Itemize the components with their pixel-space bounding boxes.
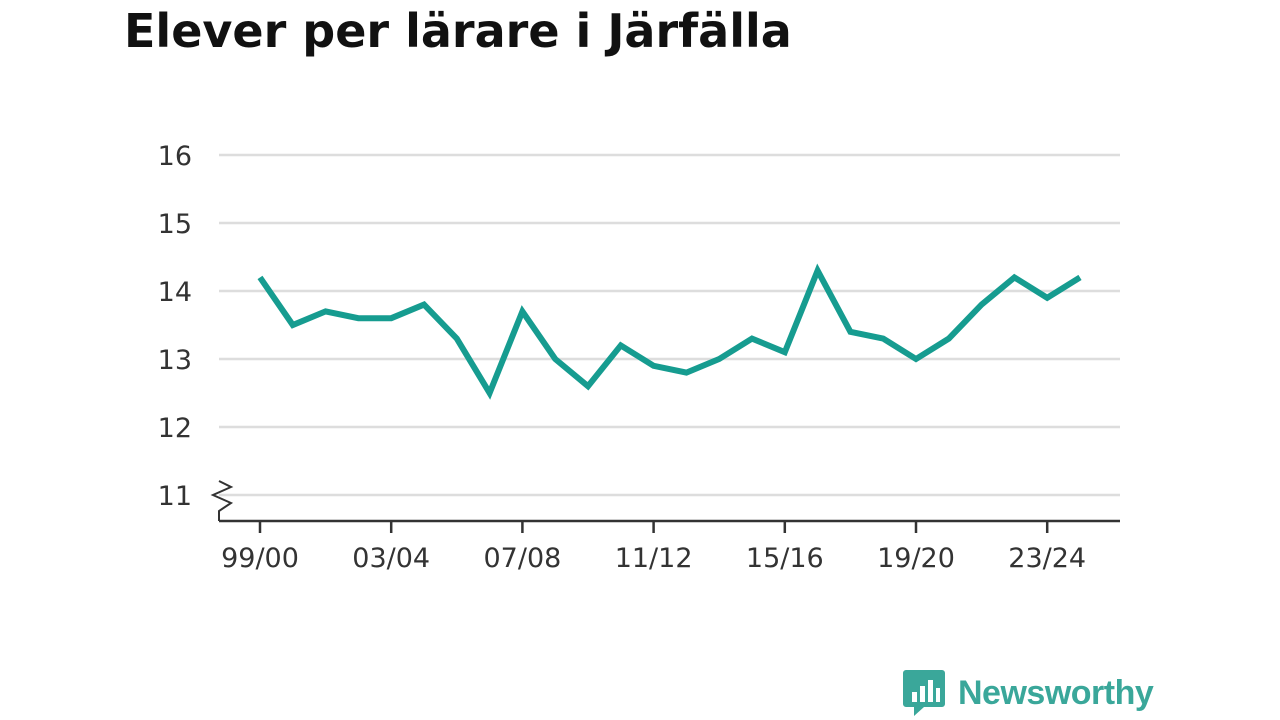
y-tick-label: 16 xyxy=(158,141,192,172)
y-tick-label: 14 xyxy=(158,277,192,308)
chart-title: Elever per lärare i Järfälla xyxy=(124,4,792,58)
y-tick-label: 15 xyxy=(158,209,192,240)
newsworthy-logo-icon xyxy=(903,670,945,716)
x-axis xyxy=(219,519,1120,533)
x-tick-label: 99/00 xyxy=(221,543,299,574)
gridlines xyxy=(210,153,1120,521)
x-tick-label: 23/24 xyxy=(1008,543,1086,574)
x-tick-label: 07/08 xyxy=(483,543,561,574)
x-tick-label: 11/12 xyxy=(615,543,693,574)
series-line xyxy=(257,263,1082,400)
y-axis-break xyxy=(210,480,234,521)
y-axis-tick-labels: 11 12 13 14 15 16 xyxy=(158,141,192,512)
x-tick-label: 19/20 xyxy=(877,543,955,574)
x-tick-label: 03/04 xyxy=(352,543,430,574)
brand-name: Newsworthy xyxy=(958,673,1154,712)
series-layer xyxy=(257,263,1082,400)
y-tick-label: 12 xyxy=(158,413,192,444)
brand-logo: Newsworthy xyxy=(902,668,1154,718)
y-tick-label: 11 xyxy=(158,481,192,512)
y-tick-label: 13 xyxy=(158,345,192,376)
x-tick-label: 15/16 xyxy=(746,543,824,574)
x-axis-tick-labels: 99/00 03/04 07/08 11/12 15/16 19/20 23/24 xyxy=(221,543,1086,574)
